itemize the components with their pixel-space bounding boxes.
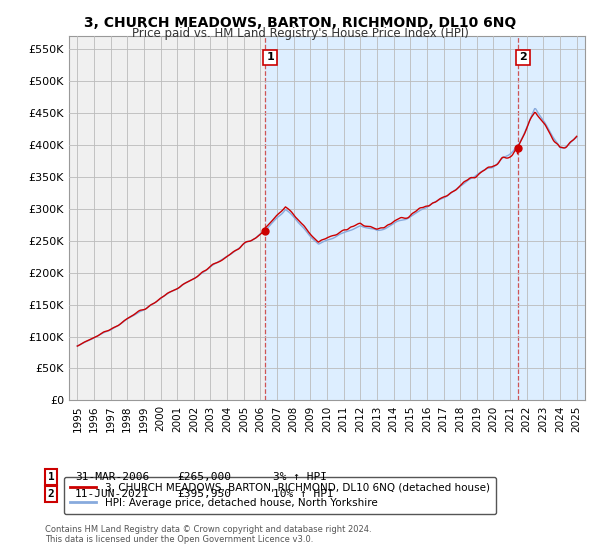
Text: 2: 2 — [47, 489, 55, 499]
Text: 1: 1 — [266, 53, 274, 62]
Text: £395,950: £395,950 — [177, 489, 231, 499]
Text: Contains HM Land Registry data © Crown copyright and database right 2024.: Contains HM Land Registry data © Crown c… — [45, 525, 371, 534]
Bar — [265, 36, 585, 400]
Text: 31-MAR-2006: 31-MAR-2006 — [75, 472, 149, 482]
Text: 11-JUN-2021: 11-JUN-2021 — [75, 489, 149, 499]
Bar — [69, 36, 265, 400]
Text: 2: 2 — [519, 53, 527, 62]
Legend: 3, CHURCH MEADOWS, BARTON, RICHMOND, DL10 6NQ (detached house), HPI: Average pri: 3, CHURCH MEADOWS, BARTON, RICHMOND, DL1… — [64, 477, 496, 514]
Text: 3, CHURCH MEADOWS, BARTON, RICHMOND, DL10 6NQ: 3, CHURCH MEADOWS, BARTON, RICHMOND, DL1… — [84, 16, 516, 30]
Text: 10% ↑ HPI: 10% ↑ HPI — [273, 489, 334, 499]
Text: This data is licensed under the Open Government Licence v3.0.: This data is licensed under the Open Gov… — [45, 535, 313, 544]
Text: 1: 1 — [47, 472, 55, 482]
Text: Price paid vs. HM Land Registry's House Price Index (HPI): Price paid vs. HM Land Registry's House … — [131, 27, 469, 40]
Text: 3% ↑ HPI: 3% ↑ HPI — [273, 472, 327, 482]
Text: £265,000: £265,000 — [177, 472, 231, 482]
